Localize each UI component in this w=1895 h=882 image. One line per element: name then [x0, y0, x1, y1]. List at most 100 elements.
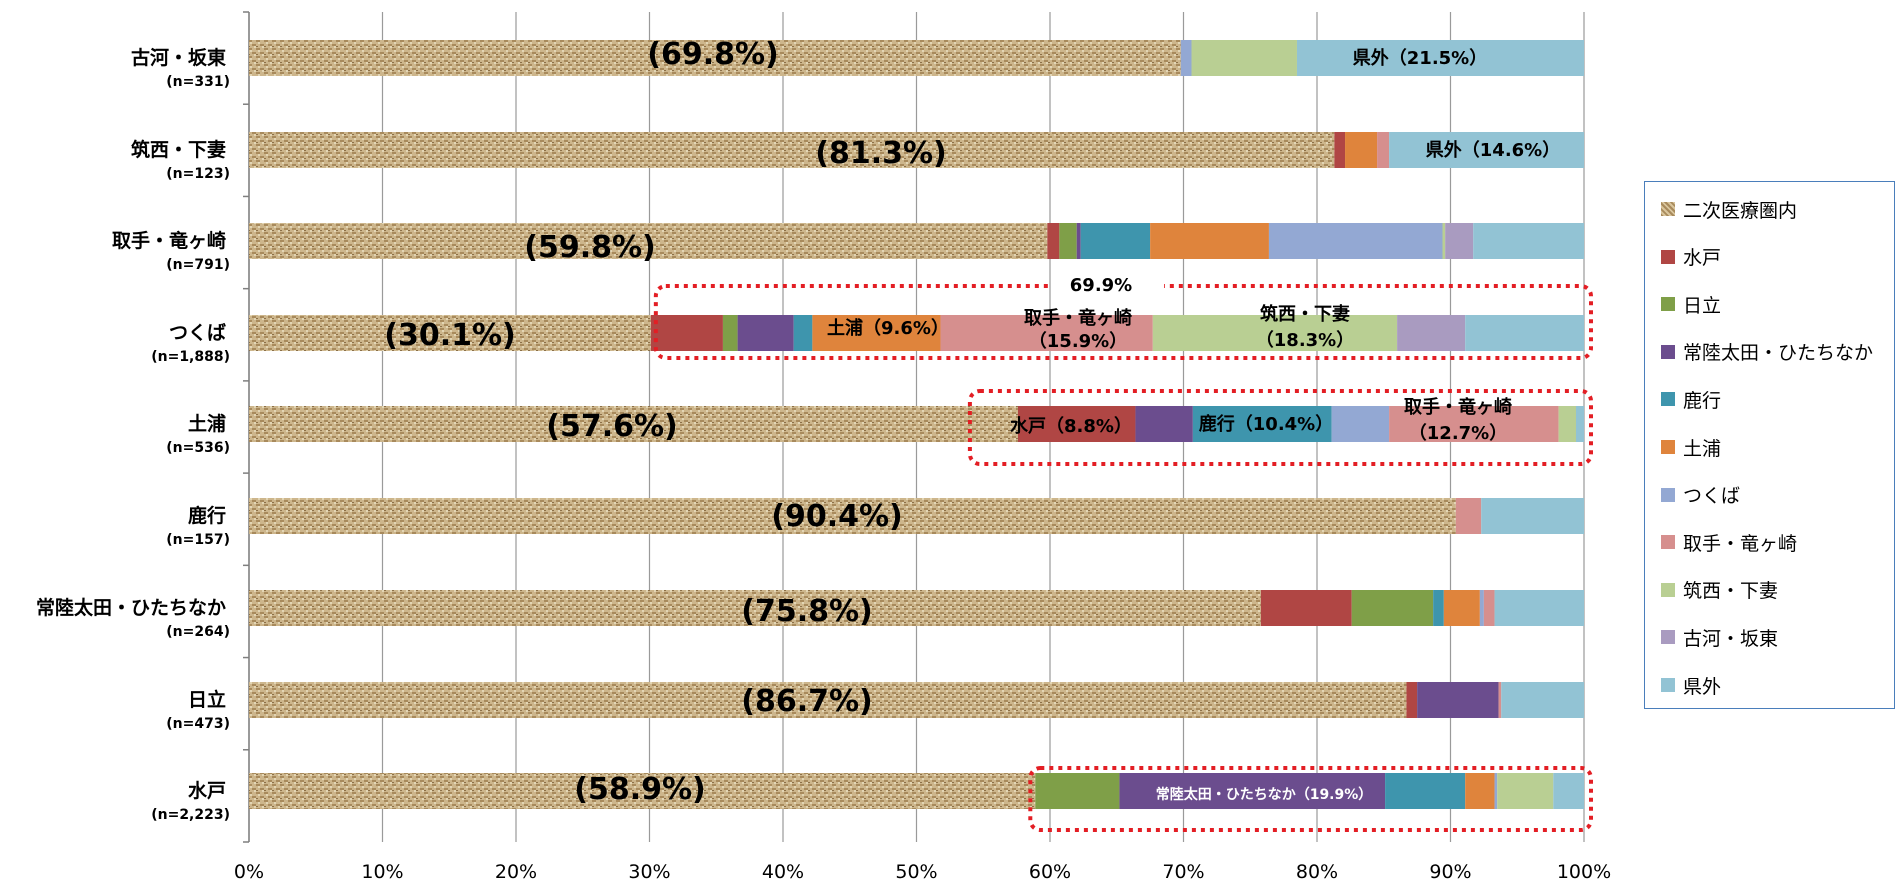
- bar-segment-8-6: [1494, 773, 1498, 809]
- legend-swatch: [1661, 630, 1675, 645]
- legend-swatch: [1661, 249, 1675, 264]
- annotation-label: 取手・竜ヶ崎: [1404, 396, 1512, 418]
- legend-item: 土浦: [1661, 435, 1721, 460]
- bar-segment-3-4: [793, 315, 813, 351]
- x-tick-label: 20%: [495, 861, 537, 882]
- bar-segment-4-4: [1192, 406, 1332, 442]
- legend-item: 日立: [1661, 292, 1721, 317]
- bar-segment-6-5: [1443, 590, 1480, 626]
- x-tick-label: 70%: [1162, 861, 1204, 882]
- bar-segment-8-10: [1553, 773, 1584, 809]
- bar-segment-2-10: [1473, 223, 1584, 259]
- bar-segment-3-2: [722, 315, 738, 351]
- bar-segment-1-7: [1377, 132, 1390, 168]
- x-tick-label: 100%: [1557, 861, 1611, 882]
- bar-segment-4-0: [249, 406, 1018, 442]
- bar-segment-0-0: [249, 40, 1181, 76]
- bar-segment-6-6: [1479, 590, 1484, 626]
- annotation-label: 水戸（8.8%）: [1010, 415, 1132, 437]
- bar-segment-4-6: [1331, 406, 1390, 442]
- bar-segment-0-10: [1296, 40, 1584, 76]
- category-label: 取手・竜ヶ崎: [112, 229, 226, 252]
- bar-segment-5-10: [1481, 498, 1584, 534]
- legend-swatch: [1661, 392, 1675, 407]
- legend-swatch: [1661, 344, 1675, 359]
- annotation-label: 常陸太田・ひたちなか（19.9%）: [1156, 786, 1373, 803]
- bar-segment-6-4: [1433, 590, 1444, 626]
- bar-segment-3-3: [737, 315, 794, 351]
- annotation-label: (57.6%): [546, 409, 678, 444]
- bar-segment-2-4: [1080, 223, 1151, 259]
- legend-label: つくば: [1683, 485, 1741, 508]
- bar-segment-3-5: [812, 315, 941, 351]
- bar-segment-4-10: [1575, 406, 1584, 442]
- legend-item: つくば: [1661, 483, 1740, 507]
- bar-segment-7-3: [1417, 682, 1499, 718]
- legend-item: 常陸太田・ひたちなか: [1661, 340, 1873, 364]
- category-label: 古河・坂東: [131, 46, 226, 69]
- annotation-label: 取手・竜ヶ崎: [1024, 307, 1132, 329]
- bar-segment-2-8: [1442, 223, 1446, 259]
- legend-item: 県外: [1661, 673, 1721, 698]
- highlight-box-row-8: [1028, 766, 1593, 832]
- category-n-label: (n=157): [166, 532, 230, 548]
- category-n-label: (n=473): [166, 716, 230, 732]
- category-label: つくば: [169, 322, 226, 344]
- legend-swatch: [1661, 535, 1675, 550]
- bar-segment-2-9: [1445, 223, 1474, 259]
- annotation-label: (59.8%): [524, 230, 656, 265]
- category-n-label: (n=2,223): [151, 807, 230, 823]
- bar-segment-4-1: [1017, 406, 1136, 442]
- legend-swatch: [1661, 487, 1675, 502]
- legend-label: 鹿行: [1683, 389, 1722, 412]
- annotation-label: (58.9%): [574, 772, 706, 807]
- bar-segment-8-8: [1497, 773, 1554, 809]
- legend-label: 古河・坂東: [1683, 627, 1779, 650]
- bar-segment-0-6: [1180, 40, 1192, 76]
- category-n-label: (n=1,888): [151, 349, 230, 365]
- category-labels: 古河・坂東 (n=331) 筑西・下妻 (n=123) 取手・竜ヶ崎 (n=791) つくば…: [36, 46, 230, 823]
- legend-swatch: [1661, 202, 1675, 216]
- annotation-label: (69.8%): [647, 37, 779, 72]
- legend-swatch: [1661, 297, 1675, 312]
- legend-label: 二次医療圏内: [1683, 199, 1798, 222]
- x-tick-label: 10%: [361, 861, 403, 882]
- bar-segment-0-8: [1191, 40, 1297, 76]
- bar-segment-2-3: [1076, 223, 1081, 259]
- annotation-label: 県外（14.6%）: [1426, 139, 1560, 161]
- bar-segment-1-10: [1389, 132, 1584, 168]
- bar-segment-1-5: [1345, 132, 1378, 168]
- bar-segment-8-4: [1385, 773, 1466, 809]
- bar-segment-3-8: [1152, 315, 1398, 351]
- x-tick-label: 80%: [1296, 861, 1338, 882]
- annotations: (69.8%) 県外（21.5%） (81.3%) 県外（14.6%） (59.8%) (…: [384, 37, 1593, 832]
- highlight-box-row-3: [653, 284, 1593, 360]
- category-n-label: (n=331): [166, 74, 230, 90]
- x-axis-ticks: 0% 10% 20% 30% 40% 50% 60% 70% 80% 90% 100%: [234, 861, 1611, 882]
- category-label: 土浦: [188, 412, 226, 435]
- category-label: 鹿行: [188, 504, 226, 527]
- bar-segment-1-0: [249, 132, 1335, 168]
- annotation-label: 筑西・下妻: [1260, 303, 1350, 325]
- bar-segment-3-7: [940, 315, 1153, 351]
- x-tick-label: 0%: [234, 861, 264, 882]
- annotation-label: 土浦（9.6%）: [827, 317, 949, 339]
- legend-item: 古河・坂東: [1661, 625, 1779, 650]
- legend-swatch: [1661, 678, 1675, 692]
- annotation-label: (90.4%): [771, 499, 903, 534]
- category-label: 筑西・下妻: [131, 138, 226, 161]
- bar-segment-6-1: [1260, 590, 1352, 626]
- bar-segment-7-10: [1501, 682, 1584, 718]
- bar-segment-8-5: [1465, 773, 1495, 809]
- annotation-label: （18.3%）: [1256, 330, 1354, 351]
- annotation-label: 県外（21.5%）: [1353, 47, 1487, 69]
- bar-segment-3-0: [249, 315, 651, 351]
- bar-segment-3-10: [1465, 315, 1584, 351]
- annotation-label: (86.7%): [741, 684, 873, 719]
- bar-segment-2-5: [1150, 223, 1269, 259]
- bar-segment-6-2: [1351, 590, 1434, 626]
- x-tick-label: 60%: [1029, 861, 1071, 882]
- bar-segment-6-0: [249, 590, 1261, 626]
- legend-swatch: [1661, 582, 1675, 597]
- category-n-label: (n=264): [166, 624, 230, 640]
